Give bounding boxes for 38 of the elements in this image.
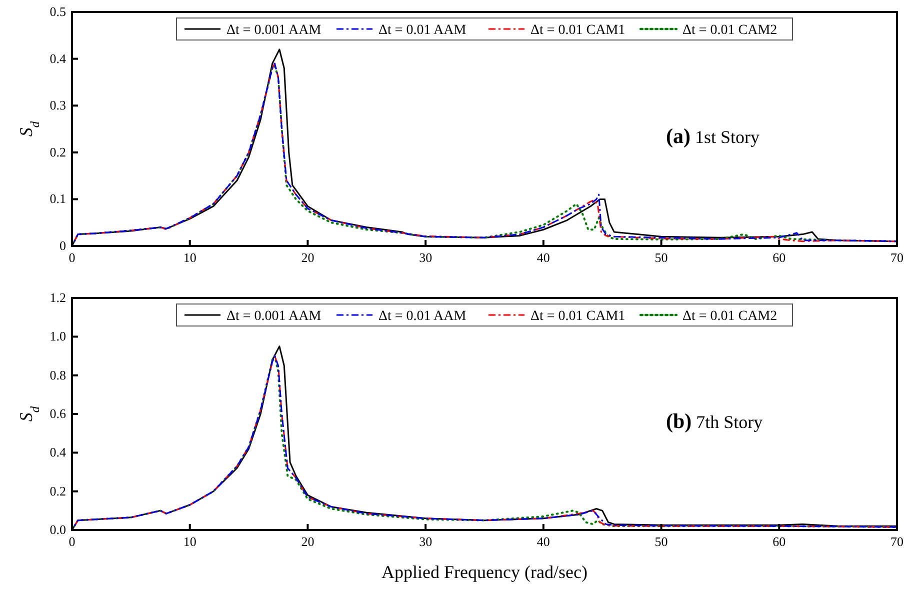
y-tick-label: 1.0	[50, 328, 66, 344]
y-tick-label: 0.3	[50, 98, 66, 113]
y-tick-label: 0.5	[50, 4, 66, 19]
legend-label: Δt = 0.01 CAM2	[682, 23, 778, 38]
y-tick-label: 0.0	[50, 522, 66, 537]
legend-label: Δt = 0.01 CAM1	[530, 309, 626, 324]
y-tick-label: 0.4	[50, 50, 66, 66]
y-tick-label: 0.2	[50, 144, 66, 160]
legend-label: Δt = 0.01 CAM1	[530, 23, 626, 38]
legend-label: Δt = 0.01 CAM2	[682, 309, 778, 324]
x-tick-label: 20	[301, 250, 314, 265]
x-tick-label: 30	[419, 534, 432, 549]
legend-label: Δt = 0.001 AAM	[226, 309, 322, 324]
annotation: (a) 1st Story	[666, 124, 760, 148]
legend-label: Δt = 0.01 AAM	[378, 309, 467, 324]
x-tick-label: 50	[654, 250, 668, 265]
y-tick-label: 1.2	[50, 290, 66, 305]
x-axis-title: Applied Frequency (rad/sec)	[382, 562, 588, 582]
x-tick-label: 40	[536, 534, 550, 549]
y-tick-label: 0.2	[50, 483, 66, 498]
legend-label: Δt = 0.01 AAM	[378, 23, 467, 38]
x-tick-label: 40	[536, 250, 550, 265]
annotation: (b) 7th Story	[666, 408, 763, 433]
y-tick-label: 0.4	[50, 444, 66, 460]
x-tick-label: 20	[301, 534, 314, 549]
y-tick-label: 0.1	[50, 191, 66, 206]
x-tick-label: 10	[183, 250, 196, 265]
legend-label: Δt = 0.001 AAM	[226, 23, 322, 38]
x-tick-label: 70	[890, 250, 904, 265]
x-tick-label: 10	[183, 534, 196, 549]
x-tick-label: 30	[419, 250, 432, 265]
x-tick-label: 70	[890, 534, 904, 549]
x-tick-label: 60	[772, 250, 786, 265]
y-tick-label: 0.8	[50, 367, 66, 382]
y-tick-label: 0.6	[50, 406, 66, 421]
x-tick-label: 50	[654, 534, 668, 549]
y-tick-label: 0	[60, 238, 66, 253]
x-tick-label: 60	[772, 534, 786, 549]
